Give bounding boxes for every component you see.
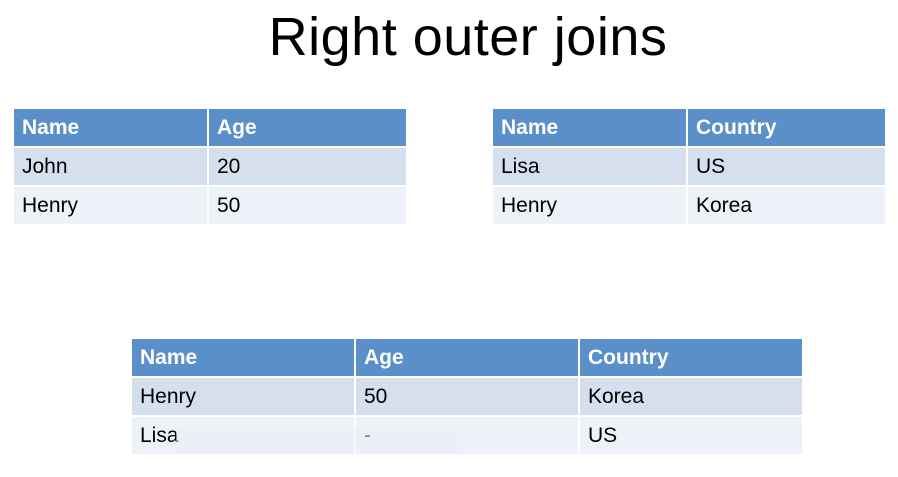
header-cell-age: Age xyxy=(209,109,406,146)
header-cell-name: Name xyxy=(493,109,686,146)
header-cell-country: Country xyxy=(688,109,885,146)
table-header-row: Name Country xyxy=(493,109,885,146)
table-cell: Henry xyxy=(14,187,207,224)
table-cell: 20 xyxy=(209,148,406,185)
header-cell-name: Name xyxy=(14,109,207,146)
table-cell: 50 xyxy=(356,378,578,415)
right-table: Name Country Lisa US Henry Korea xyxy=(491,107,887,226)
table-row: Henry Korea xyxy=(493,187,885,224)
table-cell: Lisa xyxy=(493,148,686,185)
table-row: Lisa US xyxy=(493,148,885,185)
table-row: Henry 50 xyxy=(14,187,406,224)
table-cell: US xyxy=(580,417,802,454)
table-cell: US xyxy=(688,148,885,185)
table-header-row: Name Age Country xyxy=(132,339,802,376)
table-header-row: Name Age xyxy=(14,109,406,146)
left-table: Name Age John 20 Henry 50 xyxy=(12,107,408,226)
faint-overlay xyxy=(176,428,458,454)
table-cell: Korea xyxy=(580,378,802,415)
header-cell-name: Name xyxy=(132,339,354,376)
table-row: John 20 xyxy=(14,148,406,185)
table-row: Henry 50 Korea xyxy=(132,378,802,415)
header-cell-country: Country xyxy=(580,339,802,376)
table-cell: John xyxy=(14,148,207,185)
table-cell: Henry xyxy=(493,187,686,224)
slide-title: Right outer joins xyxy=(268,7,668,67)
table-cell: Korea xyxy=(688,187,885,224)
table-cell: 50 xyxy=(209,187,406,224)
header-cell-age: Age xyxy=(356,339,578,376)
table-cell: Henry xyxy=(132,378,354,415)
